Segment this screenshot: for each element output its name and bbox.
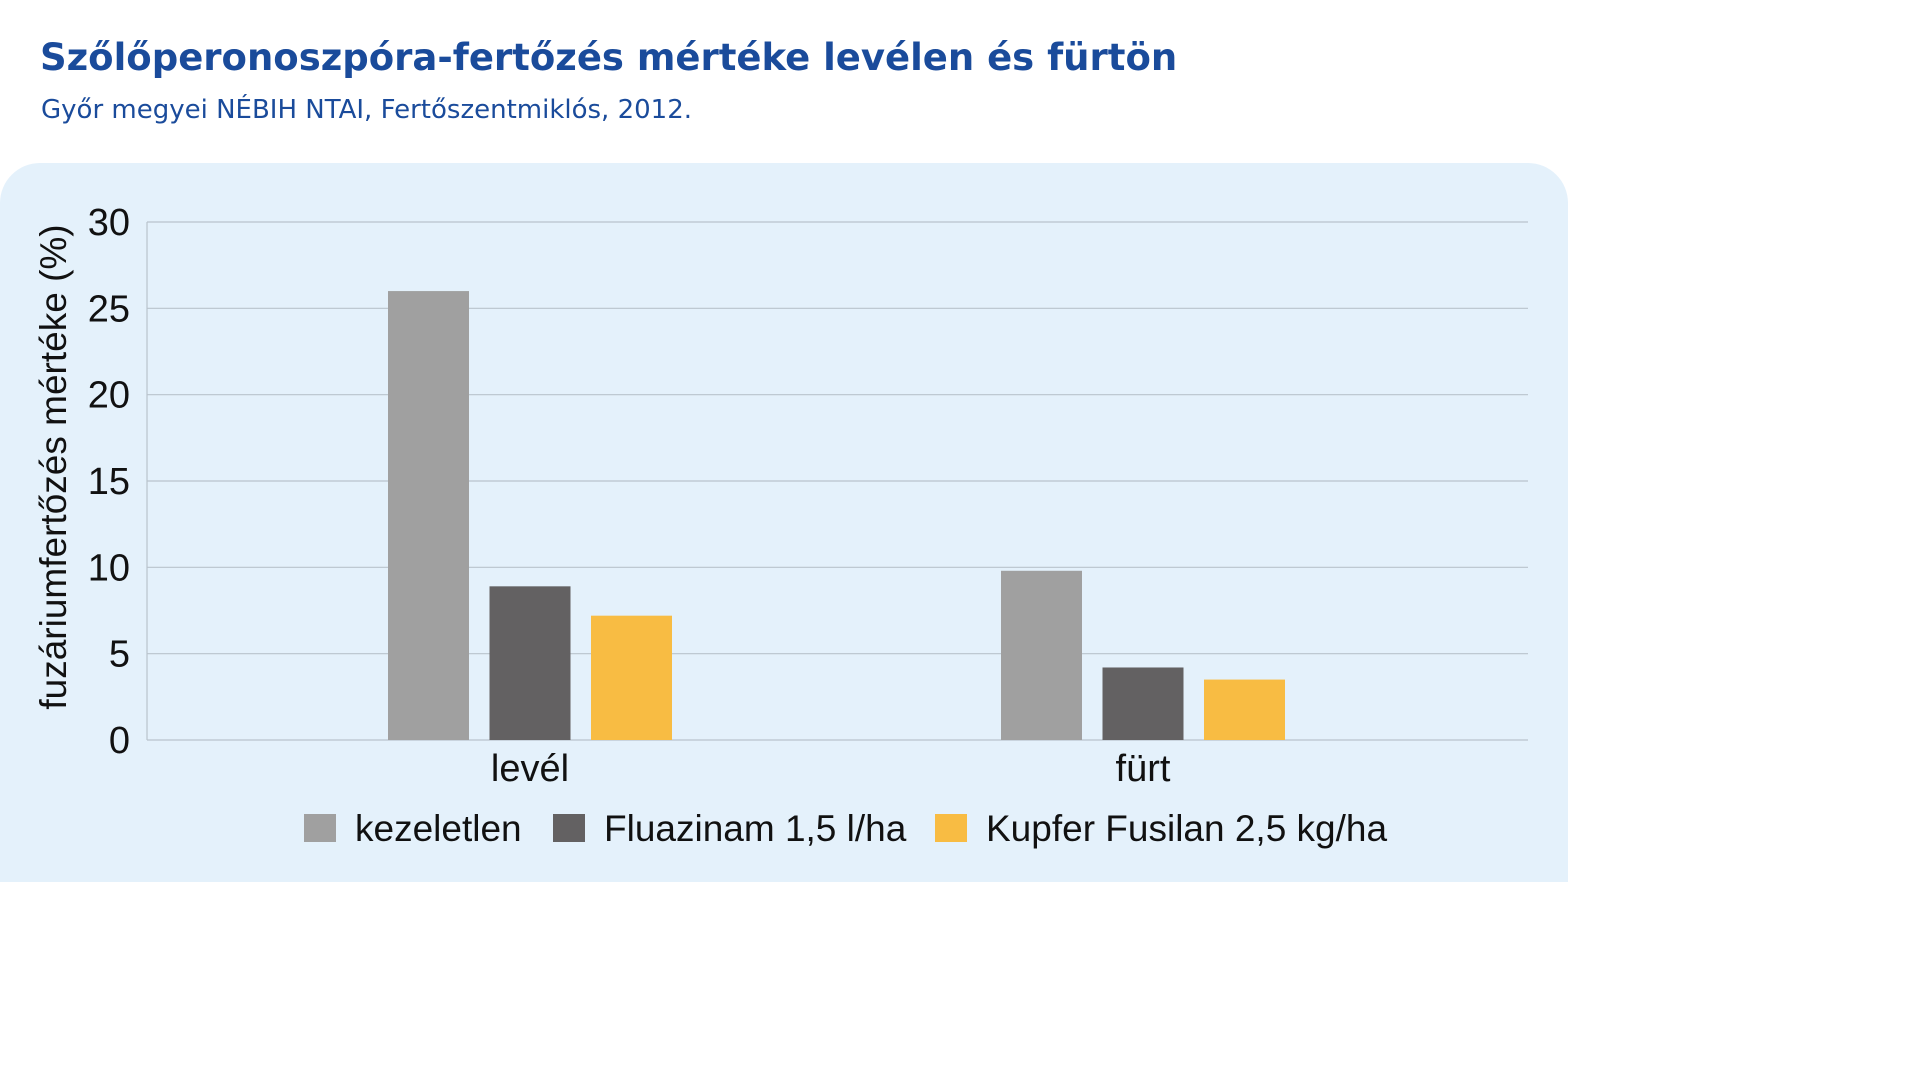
legend-label: Fluazinam 1,5 l/ha: [604, 808, 907, 849]
chart-subtitle: Győr megyei NÉBIH NTAI, Fertőszentmiklós…: [41, 95, 693, 125]
x-category-labels: levél fürt: [491, 748, 1171, 790]
y-tick-label: 25: [88, 288, 130, 330]
y-axis-label: fuzáriumfertőzés mértéke (%): [33, 224, 74, 709]
bar-3-2: [1204, 679, 1285, 740]
bar-1-1: [388, 291, 469, 740]
legend-swatch: [935, 814, 967, 842]
y-tick-label: 0: [109, 720, 130, 762]
bar-2-1: [489, 586, 571, 740]
legend-label: Kupfer Fusilan 2,5 kg/ha: [986, 808, 1387, 849]
x-category-label: levél: [491, 748, 569, 790]
bar-2-2: [1102, 667, 1184, 740]
y-tick-label: 30: [88, 202, 130, 244]
legend-swatch: [553, 814, 585, 842]
y-tick-label: 15: [88, 461, 130, 503]
chart-panel: [0, 163, 1568, 882]
y-tick-label: 5: [109, 634, 130, 676]
chart-title: Szőlőperonoszpóra-fertőzés mértéke levél…: [40, 36, 1178, 79]
bar-1-2: [1001, 570, 1082, 740]
x-category-label: fürt: [1116, 748, 1171, 790]
bars: [388, 291, 1285, 740]
y-tick-label: 20: [88, 375, 130, 417]
legend-label: kezeletlen: [355, 808, 522, 849]
legend: kezeletlen Fluazinam 1,5 l/ha Kupfer Fusil…: [304, 808, 1387, 849]
bar-3-1: [591, 615, 672, 740]
y-tick-label: 10: [88, 547, 130, 589]
legend-swatch: [304, 814, 336, 842]
bar-chart: 0 5 10 15 20 25 30 levél fürt fuzáriumfertőzés …: [33, 202, 1528, 849]
gridlines: [146, 221, 1528, 741]
y-tick-labels: 0 5 10 15 20 25 30: [88, 202, 130, 762]
